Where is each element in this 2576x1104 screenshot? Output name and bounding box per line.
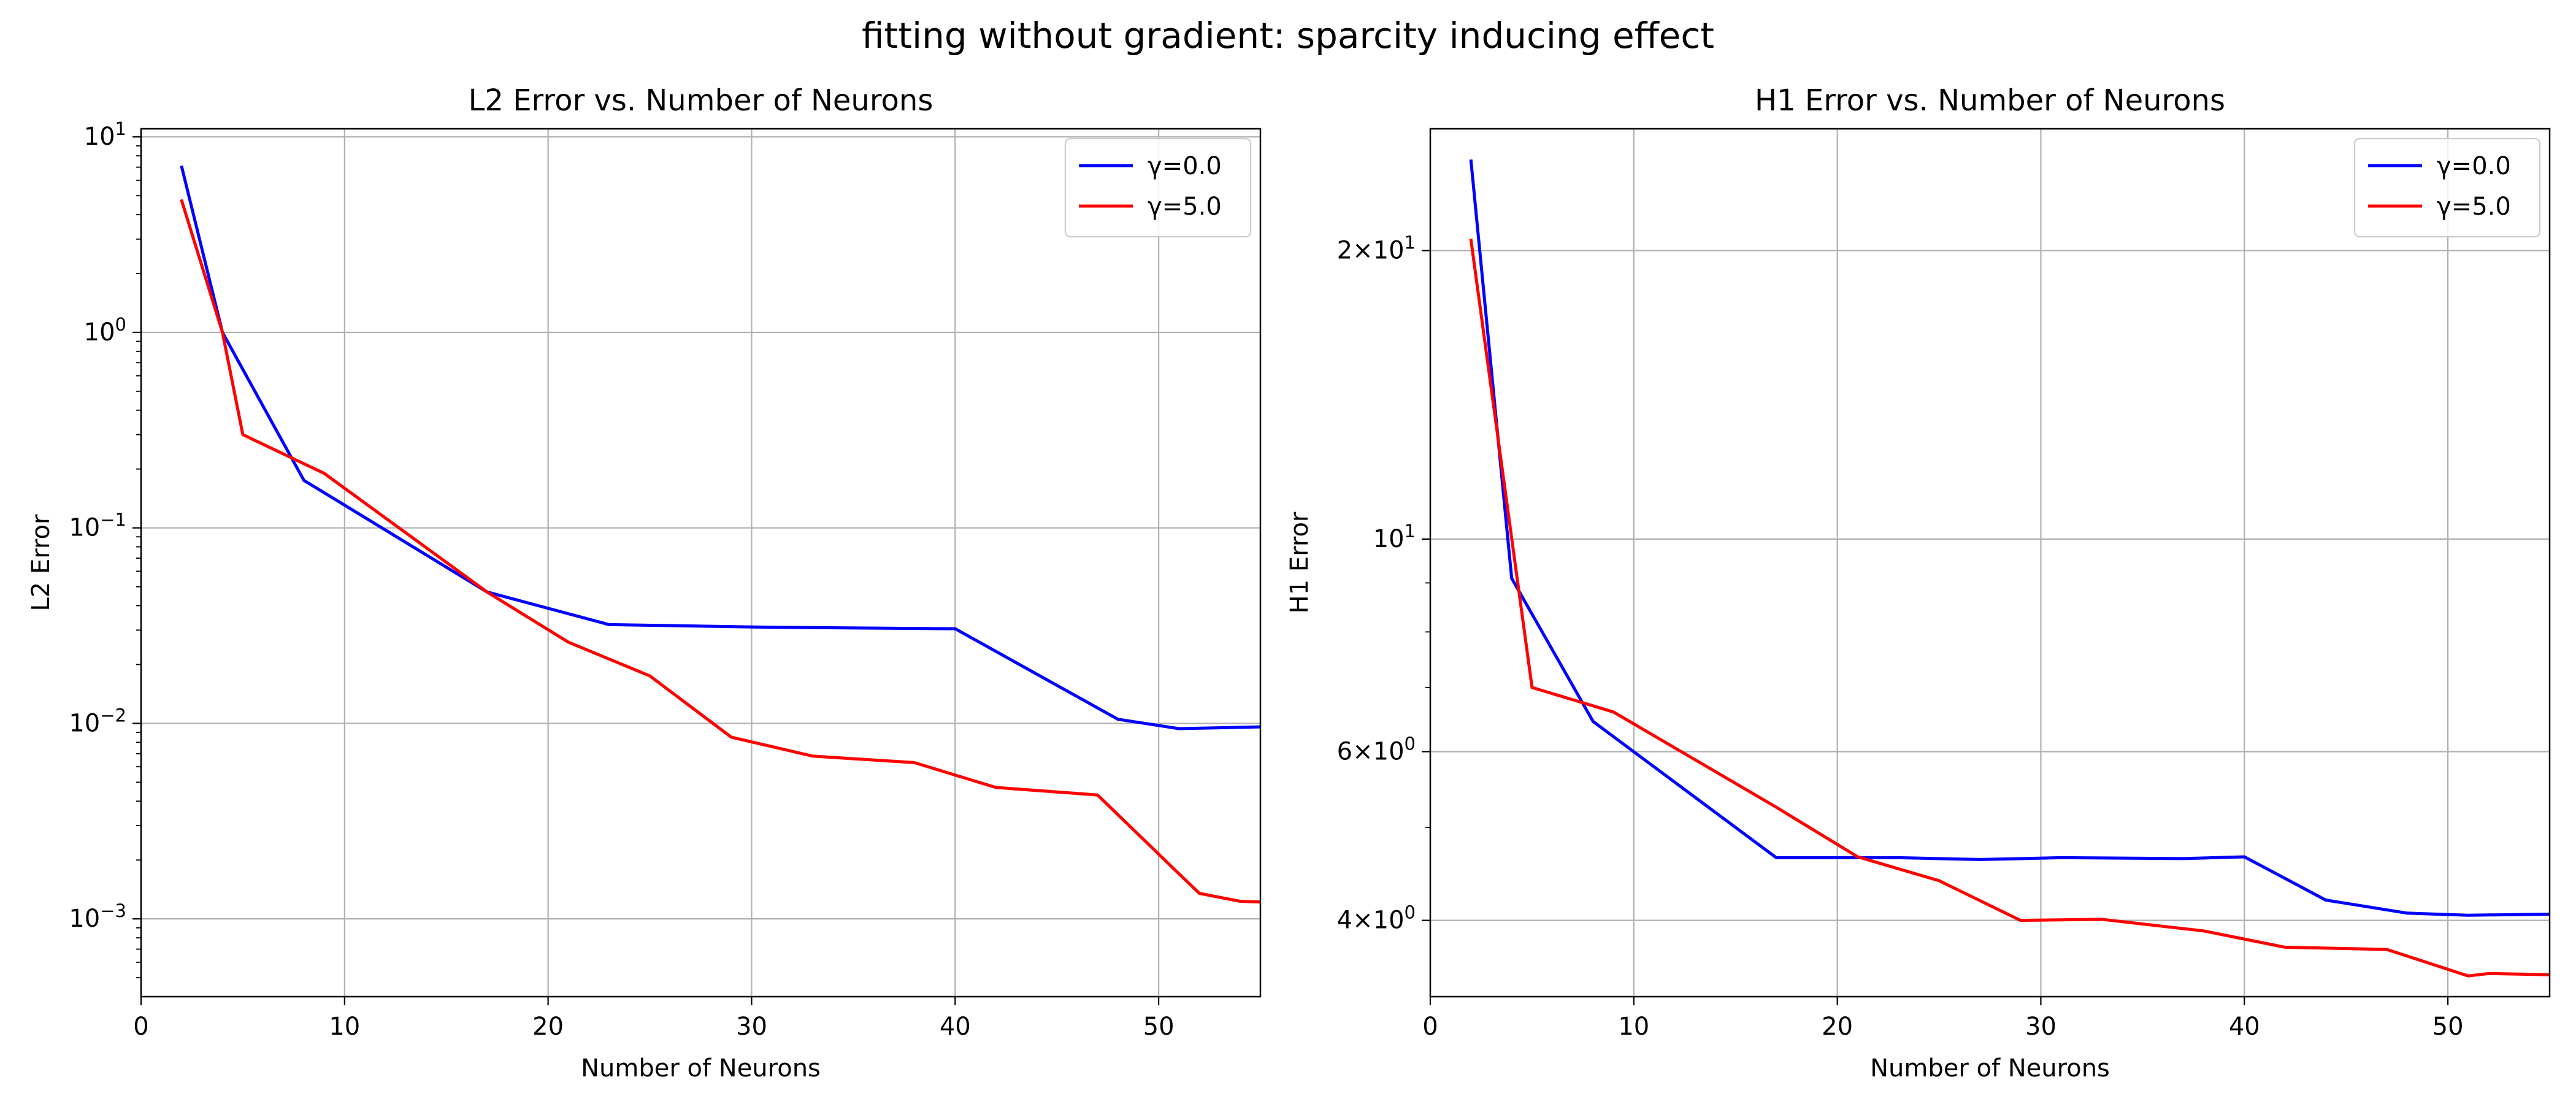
l2-legend-label: γ=0.0 <box>1148 152 1222 180</box>
h1-y-axis-label: H1 Error <box>1286 512 1314 613</box>
h1-x-tick-label: 40 <box>2229 1013 2260 1041</box>
l2-legend-box <box>1064 137 1252 238</box>
l2-x-axis-label: Number of Neurons <box>581 1054 821 1083</box>
l2-chart-title: L2 Error vs. Number of Neurons <box>469 83 933 118</box>
h1-x-tick-label: 50 <box>2432 1013 2464 1041</box>
h1-legend-label: γ=5.0 <box>2437 193 2511 221</box>
h1-legend: γ=0.0 γ=5.0 <box>2353 137 2541 238</box>
l2-y-axis-label: L2 Error <box>27 514 55 611</box>
h1-x-tick-label: 10 <box>1618 1013 1649 1041</box>
l2-x-tick-label: 40 <box>940 1013 971 1041</box>
l2-x-tick-label: 10 <box>329 1013 360 1041</box>
l2-series-line-1 <box>180 199 1260 904</box>
h1-series-line-0 <box>1469 159 2550 917</box>
l2-y-tick-label: 10−3 <box>69 900 126 933</box>
h1-chart-title: H1 Error vs. Number of Neurons <box>1755 83 2225 118</box>
h1-axes-frame <box>1429 128 2551 998</box>
l2-x-tick-label: 0 <box>133 1013 148 1041</box>
l2-legend-label: γ=5.0 <box>1148 193 1222 221</box>
h1-x-tick-label: 30 <box>2025 1013 2057 1041</box>
l2-error-panel: 0 10 20 30 40 50 10−3 10−2 10−1 100 101 L2 Error vs… <box>27 83 1262 1083</box>
l2-y-tick-label: 10−1 <box>69 510 126 542</box>
l2-x-tick-label: 50 <box>1143 1013 1175 1041</box>
l2-axes-frame <box>140 128 1262 998</box>
h1-y-tick-label: 4×100 <box>1337 902 1416 935</box>
h1-legend-box <box>2353 137 2541 238</box>
l2-y-tick-label: 101 <box>84 118 126 151</box>
l2-y-tick-label: 100 <box>84 314 126 347</box>
l2-x-tick-label: 30 <box>736 1013 767 1041</box>
h1-error-panel: 0 10 20 30 40 50 4×100 6×100 101 2×101 H1 Error vs… <box>1286 83 2551 1083</box>
l2-legend: γ=0.0 γ=5.0 <box>1064 137 1252 238</box>
h1-x-tick-label: 20 <box>1822 1013 1853 1041</box>
h1-y-tick-label: 6×100 <box>1337 733 1416 765</box>
l2-series-line-0 <box>180 165 1260 730</box>
h1-x-axis-label: Number of Neurons <box>1870 1054 2110 1083</box>
figure-suptitle: fitting without gradient: sparcity induc… <box>862 15 1714 56</box>
h1-series-line-1 <box>1469 238 2550 978</box>
h1-legend-label: γ=0.0 <box>2437 152 2511 180</box>
l2-y-tick-label: 10−2 <box>69 705 126 737</box>
h1-x-tick-label: 0 <box>1422 1013 1438 1041</box>
l2-x-tick-label: 20 <box>532 1013 564 1041</box>
h1-y-tick-label: 101 <box>1373 521 1416 553</box>
h1-y-tick-label: 2×101 <box>1337 232 1416 265</box>
